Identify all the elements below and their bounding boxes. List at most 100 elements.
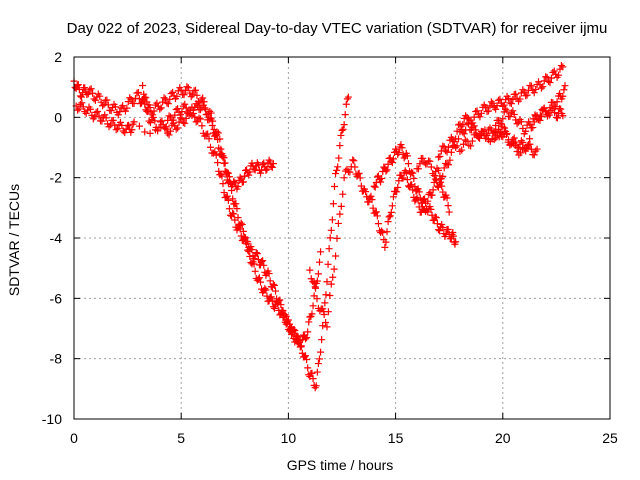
data-point [174, 124, 182, 132]
data-point [84, 90, 92, 98]
data-point [178, 115, 186, 123]
data-point [436, 152, 444, 160]
series-track-g [434, 82, 569, 161]
data-point [230, 177, 238, 185]
x-tick-label: 10 [281, 430, 297, 446]
data-point [395, 149, 403, 157]
data-point [330, 183, 338, 191]
data-point [182, 104, 190, 112]
data-point [146, 119, 154, 127]
data-point [114, 125, 122, 133]
data-point [321, 299, 329, 307]
data-point [104, 101, 112, 109]
data-point [308, 369, 316, 377]
data-point [75, 86, 83, 94]
data-point [559, 63, 567, 71]
data-point [329, 273, 337, 281]
data-point [553, 98, 561, 106]
data-point [165, 131, 173, 139]
data-point [337, 131, 345, 139]
data-point [344, 93, 352, 101]
data-point [444, 225, 452, 233]
data-point [224, 169, 232, 177]
data-point [535, 116, 543, 124]
data-point [272, 287, 280, 295]
data-point [517, 118, 525, 126]
data-point [415, 188, 423, 196]
data-point [178, 108, 186, 116]
data-point [238, 221, 246, 229]
data-point [125, 121, 133, 129]
data-point [330, 265, 338, 273]
data-point [143, 98, 151, 106]
data-point [268, 163, 276, 171]
data-point [428, 211, 436, 219]
data-point [181, 100, 189, 108]
data-point [351, 163, 359, 171]
data-point [169, 88, 177, 96]
data-point [512, 90, 520, 98]
data-point [252, 249, 260, 257]
data-point [176, 111, 184, 119]
data-point [510, 110, 518, 118]
y-tick-label: -8 [50, 351, 63, 367]
data-point [314, 270, 322, 278]
data-point [559, 92, 567, 100]
data-point [327, 280, 335, 288]
data-point [389, 193, 397, 201]
y-tick-label: -6 [50, 290, 63, 306]
data-point [157, 104, 165, 112]
data-point [100, 100, 108, 108]
data-point [164, 100, 172, 108]
data-point [561, 82, 569, 90]
data-point [248, 246, 256, 254]
y-tick-label: -2 [50, 170, 63, 186]
data-point [315, 355, 323, 363]
data-point [253, 250, 261, 258]
data-point [499, 115, 507, 123]
data-point [309, 375, 317, 383]
data-point [527, 82, 535, 90]
data-point [477, 109, 485, 117]
data-point [309, 278, 317, 286]
series-track-e [370, 141, 460, 248]
data-point [385, 213, 393, 221]
data-point [555, 71, 563, 79]
data-point [449, 228, 457, 236]
data-point [346, 168, 354, 176]
data-point [303, 356, 311, 364]
data-point [403, 176, 411, 184]
data-point [437, 178, 445, 186]
series-track-f [413, 62, 567, 183]
data-point [288, 323, 296, 331]
data-point [247, 243, 255, 251]
data-point [340, 174, 348, 182]
data-point [507, 140, 515, 148]
data-point [526, 140, 534, 148]
data-point [459, 140, 467, 148]
data-point [302, 335, 310, 343]
data-point [166, 127, 174, 135]
data-point [127, 95, 135, 103]
data-point [304, 328, 312, 336]
data-point [542, 108, 550, 116]
data-point [473, 107, 481, 115]
data-point [517, 149, 525, 157]
data-point [438, 182, 446, 190]
data-point [240, 233, 248, 241]
data-point [439, 188, 447, 196]
data-point [419, 154, 427, 162]
data-point [349, 156, 357, 164]
data-point [382, 167, 390, 175]
data-point [542, 73, 550, 81]
data-point [432, 176, 440, 184]
data-point [322, 319, 330, 327]
data-point [397, 141, 405, 149]
data-point [333, 166, 341, 174]
data-point [269, 160, 277, 168]
data-point [530, 89, 538, 97]
data-point [78, 99, 86, 107]
data-point [200, 98, 208, 106]
data-point [123, 104, 131, 112]
data-point [342, 100, 350, 108]
